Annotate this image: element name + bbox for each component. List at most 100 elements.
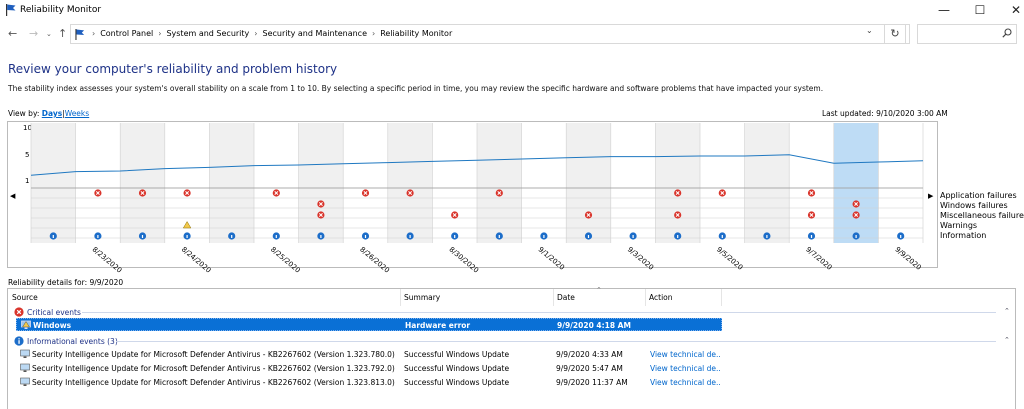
information-glyph bbox=[231, 235, 233, 238]
day-column[interactable] bbox=[75, 123, 121, 243]
cell-date: 9/9/2020 4:33 AM bbox=[556, 350, 623, 359]
error-cross bbox=[452, 213, 457, 217]
sort-up-icon: ⌃ bbox=[596, 286, 602, 294]
day-column[interactable] bbox=[878, 123, 923, 243]
day-column[interactable] bbox=[387, 123, 433, 243]
search-input[interactable] bbox=[917, 24, 1017, 44]
column-divider[interactable] bbox=[645, 289, 646, 306]
column-divider[interactable] bbox=[721, 289, 722, 306]
breadcrumb-control-panel[interactable]: Control Panel bbox=[100, 29, 154, 38]
date-label: 8/30/2020 bbox=[447, 245, 480, 274]
selected-day-column[interactable] bbox=[833, 123, 879, 243]
day-column[interactable] bbox=[31, 123, 76, 243]
windows-update-icon bbox=[20, 363, 30, 372]
day-column[interactable] bbox=[343, 123, 388, 243]
error-cross bbox=[318, 213, 323, 217]
chevron-down-icon[interactable]: ⌄ bbox=[866, 26, 873, 35]
breadcrumb-security-and-maintenance[interactable]: Security and Maintenance bbox=[262, 29, 367, 38]
day-column[interactable] bbox=[521, 123, 567, 243]
maximize-button[interactable]: ☐ bbox=[974, 3, 986, 17]
group-critical-events[interactable]: Critical events bbox=[14, 307, 81, 317]
information-glyph bbox=[97, 235, 99, 238]
recent-locations-button[interactable]: ⌄ bbox=[46, 30, 52, 38]
information-glyph bbox=[632, 235, 634, 238]
windows-update-icon bbox=[20, 377, 30, 386]
close-button[interactable]: ✕ bbox=[1010, 3, 1022, 17]
minimize-button[interactable]: — bbox=[938, 3, 950, 17]
day-column[interactable] bbox=[789, 123, 834, 243]
view-separator: | bbox=[62, 109, 65, 118]
chevron-right-icon[interactable]: › bbox=[372, 29, 376, 38]
cell-summary: Successful Windows Update bbox=[404, 364, 510, 373]
up-button[interactable]: ↑ bbox=[58, 27, 68, 40]
day-column[interactable] bbox=[432, 123, 477, 243]
title-bar: Reliability Monitor — ☐ ✕ bbox=[0, 0, 1024, 20]
information-glyph bbox=[810, 235, 813, 238]
scroll-right-button[interactable]: ▶ bbox=[928, 192, 934, 200]
view-weeks-link[interactable]: Weeks bbox=[64, 109, 90, 118]
table-row[interactable]: Security Intelligence Update for Microso… bbox=[16, 362, 722, 375]
column-divider[interactable] bbox=[400, 289, 401, 306]
information-glyph bbox=[900, 235, 902, 238]
back-button[interactable]: ← bbox=[8, 27, 18, 40]
day-column[interactable] bbox=[744, 123, 790, 243]
view-technical-details-link[interactable]: View technical de... bbox=[650, 378, 720, 387]
table-row[interactable]: Windows Hardware error 9/9/2020 4:18 AM bbox=[16, 318, 722, 331]
column-header-action[interactable]: Action bbox=[649, 293, 673, 302]
chevron-up-icon[interactable]: ⌃ bbox=[1004, 336, 1010, 344]
view-technical-details-link[interactable]: View technical de... bbox=[650, 350, 720, 359]
y-tick-1: 1 bbox=[25, 177, 30, 185]
information-icon bbox=[14, 336, 24, 346]
error-cross bbox=[140, 191, 145, 195]
group-informational-events[interactable]: Informational events (3) bbox=[14, 336, 118, 346]
day-column[interactable] bbox=[477, 123, 522, 243]
column-header-summary[interactable]: Summary bbox=[404, 293, 441, 302]
date-label: 8/24/2020 bbox=[180, 245, 213, 274]
information-glyph bbox=[855, 235, 857, 238]
reliability-chart-frame bbox=[7, 121, 938, 268]
date-label: 8/26/2020 bbox=[358, 245, 391, 274]
information-glyph bbox=[275, 235, 277, 238]
row-label-information: Information bbox=[940, 231, 987, 240]
chevron-right-icon: › bbox=[92, 29, 96, 38]
day-column[interactable] bbox=[298, 123, 344, 243]
day-column[interactable] bbox=[209, 123, 254, 243]
cell-date: 9/9/2020 5:47 AM bbox=[556, 364, 623, 373]
error-cross bbox=[586, 213, 591, 217]
table-row[interactable]: Security Intelligence Update for Microso… bbox=[16, 348, 722, 361]
date-label: 9/1/2020 bbox=[537, 245, 566, 271]
column-divider[interactable] bbox=[553, 289, 554, 306]
column-header-date[interactable]: Date bbox=[557, 293, 575, 302]
table-row[interactable]: Security Intelligence Update for Microso… bbox=[16, 376, 722, 389]
chevron-right-icon[interactable]: › bbox=[158, 29, 162, 38]
scroll-left-button[interactable]: ◀ bbox=[10, 192, 16, 200]
chevron-up-icon[interactable]: ⌃ bbox=[1004, 307, 1010, 315]
cell-source: Security Intelligence Update for Microso… bbox=[32, 364, 395, 373]
day-column[interactable] bbox=[610, 123, 656, 243]
view-days-link[interactable]: Days bbox=[41, 109, 63, 118]
breadcrumb-system-and-security[interactable]: System and Security bbox=[166, 29, 250, 38]
warning-icon bbox=[182, 221, 192, 229]
group-informational-label: Informational events (3) bbox=[27, 336, 118, 346]
search-icon[interactable] bbox=[1002, 28, 1012, 38]
information-glyph bbox=[498, 235, 500, 238]
address-bar[interactable]: › Control Panel › System and Security › … bbox=[70, 24, 910, 44]
view-technical-details-link[interactable]: View technical de... bbox=[650, 364, 720, 373]
forward-button[interactable]: → bbox=[29, 27, 39, 40]
column-header-source[interactable]: Source bbox=[12, 293, 38, 302]
window-title: Reliability Monitor bbox=[20, 5, 102, 15]
group-divider bbox=[82, 312, 996, 313]
row-label-warnings: Warnings bbox=[940, 221, 978, 230]
day-column[interactable] bbox=[120, 123, 165, 243]
reliability-chart[interactable]: 8/23/2020 8/24/2020 8/25/2020 8/26/2020 8/30… bbox=[0, 0, 1024, 280]
day-column[interactable] bbox=[566, 123, 611, 243]
information-glyph bbox=[141, 235, 144, 238]
day-column[interactable] bbox=[700, 123, 745, 243]
date-label: 8/23/2020 bbox=[91, 245, 124, 274]
breadcrumb-reliability-monitor[interactable]: Reliability Monitor bbox=[380, 29, 453, 38]
chevron-right-icon[interactable]: › bbox=[254, 29, 258, 38]
refresh-button[interactable]: ↻ bbox=[884, 24, 906, 44]
windows-update-icon bbox=[20, 349, 30, 358]
day-column[interactable] bbox=[254, 123, 299, 243]
day-column[interactable] bbox=[655, 123, 700, 243]
